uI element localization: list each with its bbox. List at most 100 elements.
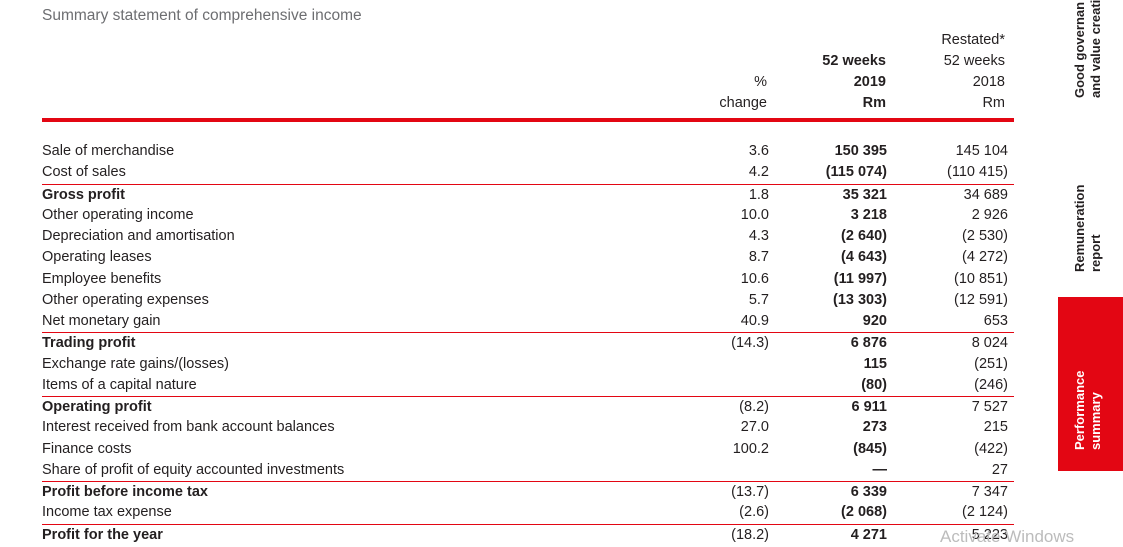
table-row: Interest received from bank account bala… <box>42 417 1014 438</box>
table-row: Trading profit (14.3) 6 876 8 024 <box>42 332 1014 353</box>
header-line: 52 weeks <box>822 53 886 69</box>
row-label: Finance costs <box>42 440 132 457</box>
windows-activation-watermark: Activate Windows <box>940 527 1075 546</box>
header-divider <box>42 118 1014 122</box>
table-row: Finance costs 100.2 (845) (422) <box>42 439 1014 460</box>
value-2019-cell: 6 911 <box>851 399 888 415</box>
value-2019-cell: (2 640) <box>841 228 887 244</box>
percent-change-cell: 4.2 <box>748 164 769 181</box>
row-label: Gross profit <box>42 186 125 203</box>
row-label: Other operating expenses <box>42 291 209 308</box>
value-2019-cell: 4 271 <box>850 526 887 543</box>
value-2018-cell: 34 689 <box>963 186 1008 203</box>
side-tab-governance[interactable]: Good governan and value creati <box>1072 0 1104 98</box>
value-2019-cell: (115 074) <box>825 164 887 181</box>
percent-change-cell: 40.9 <box>740 313 769 329</box>
header-line: Rm <box>982 95 1005 111</box>
row-label: Profit before income tax <box>42 484 208 500</box>
table-row: Exchange rate gains/(losses) 115 (251) <box>42 354 1014 375</box>
page-title: Summary statement of comprehensive incom… <box>42 7 362 24</box>
value-2019-cell: (11 997) <box>833 270 887 287</box>
side-tab-label: report <box>1088 234 1103 272</box>
value-2018-cell: 653 <box>983 313 1008 329</box>
table-row: Operating profit (8.2) 6 911 7 527 <box>42 396 1014 417</box>
side-tab-remuneration[interactable]: Remuneration report <box>1072 184 1104 272</box>
row-label: Sale of merchandise <box>42 143 175 159</box>
table-row: Income tax expense (2.6) (2 068) (2 124) <box>42 502 1014 523</box>
row-label: Share of profit of equity accounted inve… <box>42 461 345 478</box>
row-label: Income tax expense <box>42 504 172 521</box>
value-2019-cell: 920 <box>862 313 887 329</box>
value-2018-cell: (10 851) <box>953 270 1008 287</box>
header-line: 52 weeks <box>943 53 1005 69</box>
row-label: Depreciation and amortisation <box>42 228 235 244</box>
value-2019-cell: 35 321 <box>842 186 887 203</box>
row-label: Net monetary gain <box>42 313 161 329</box>
header-line: % <box>754 74 767 90</box>
value-2019-cell: (80) <box>861 376 887 393</box>
percent-change-cell: 10.0 <box>740 206 769 223</box>
value-2019-cell: (4 643) <box>841 249 887 266</box>
table-row: Sale of merchandise 3.6 150 395 145 104 <box>42 141 1014 162</box>
value-2018-cell: (2 124) <box>962 504 1008 521</box>
value-2018-cell: 215 <box>983 419 1008 436</box>
value-2018-cell: (4 272) <box>962 249 1008 266</box>
value-2019-cell: (2 068) <box>841 504 887 521</box>
value-2018-cell: (12 591) <box>953 291 1008 308</box>
row-label: Trading profit <box>42 335 136 352</box>
value-2018-cell: 5 223 <box>971 526 1008 543</box>
table-row: Depreciation and amortisation 4.3 (2 640) (… <box>42 226 1014 247</box>
header-line: Restated* <box>941 32 1005 48</box>
header-line: change <box>719 95 767 111</box>
table-row: Net monetary gain 40.9 920 653 <box>42 311 1014 332</box>
row-label: Operating profit <box>42 399 152 415</box>
side-tab-performance[interactable]: Performance summary <box>1072 368 1104 450</box>
row-label: Other operating income <box>42 206 194 223</box>
value-2019-cell: 115 <box>863 355 887 372</box>
table-row: Items of a capital nature (80) (246) <box>42 375 1014 396</box>
header-line: 2018 <box>972 74 1005 90</box>
percent-change-cell: 100.2 <box>732 440 769 457</box>
value-2019-cell: (13 303) <box>832 291 887 308</box>
percent-change-cell: 1.8 <box>748 186 769 203</box>
value-2019-cell: 3 218 <box>850 206 887 223</box>
percent-change-cell: 8.7 <box>748 249 769 266</box>
table-row: Share of profit of equity accounted inve… <box>42 460 1014 481</box>
row-label: Profit for the year <box>42 526 163 543</box>
row-label: Interest received from bank account bala… <box>42 419 335 436</box>
percent-change-cell: (2.6) <box>739 504 769 521</box>
header-2019: 52 weeks 2019 Rm <box>786 51 886 114</box>
table-row: Profit for the year (18.2) 4 271 5 223 <box>42 523 1014 545</box>
table-row: Employee benefits 10.6 (11 997) (10 851) <box>42 269 1014 290</box>
table-row: Profit before income tax (13.7) 6 339 7 347 <box>42 481 1014 502</box>
header-percent-change: % change <box>687 72 767 114</box>
percent-change-cell: 3.6 <box>748 143 769 159</box>
table-row: Other operating expenses 5.7 (13 303) (12 5… <box>42 290 1014 311</box>
value-2019-cell: — <box>872 461 888 478</box>
side-tab-performance-active[interactable] <box>1058 297 1123 471</box>
value-2019-cell: (845) <box>853 440 887 457</box>
value-2019-cell: 273 <box>862 419 887 436</box>
header-line: Rm <box>862 95 886 111</box>
row-label: Operating leases <box>42 249 152 266</box>
percent-change-cell: (8.2) <box>739 399 769 415</box>
value-2018-cell: 27 <box>991 461 1008 478</box>
value-2019-cell: 6 339 <box>850 484 887 500</box>
percent-change-cell: 5.7 <box>748 291 769 308</box>
table-row: Other operating income 10.0 3 218 2 926 <box>42 205 1014 226</box>
side-tab-label: summary <box>1088 392 1103 450</box>
value-2018-cell: 8 024 <box>971 335 1008 352</box>
table-row: Gross profit 1.8 35 321 34 689 <box>42 183 1014 205</box>
table-row: Cost of sales 4.2 (115 074) (110 415) <box>42 162 1014 183</box>
value-2018-cell: (2 530) <box>962 228 1008 244</box>
value-2018-cell: (110 415) <box>947 164 1008 181</box>
side-tab-label: Remuneration <box>1072 184 1087 272</box>
value-2018-cell: 7 527 <box>971 399 1008 415</box>
value-2019-cell: 6 876 <box>850 335 887 352</box>
percent-change-cell: 4.3 <box>748 228 769 244</box>
percent-change-cell: (18.2) <box>731 526 769 543</box>
header-line: 2019 <box>853 74 886 90</box>
row-label: Exchange rate gains/(losses) <box>42 355 229 372</box>
value-2018-cell: (422) <box>974 440 1008 457</box>
income-statement-table: Sale of merchandise 3.6 150 395 145 104 Cost… <box>42 141 1014 545</box>
